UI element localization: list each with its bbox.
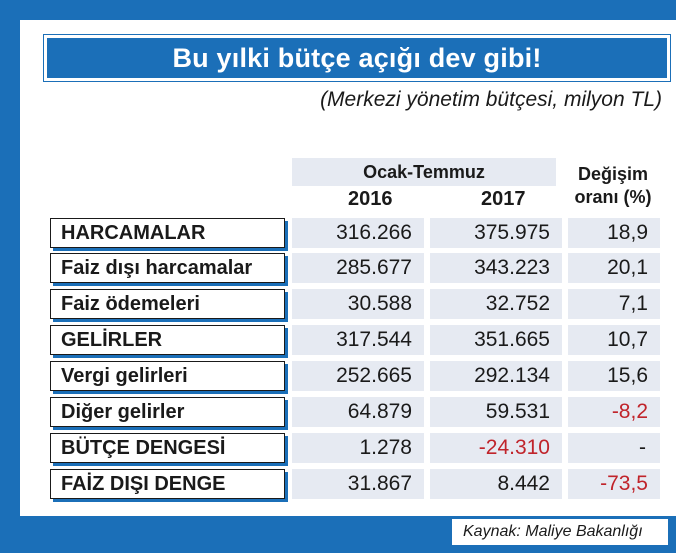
- value-2017: 375.975: [430, 218, 562, 248]
- page-subtitle: (Merkezi yönetim bütçesi, milyon TL): [320, 88, 662, 111]
- row-label: FAİZ DIŞI DENGE: [50, 469, 285, 499]
- change-header: Değişim oranı (%): [568, 163, 658, 209]
- row-label: GELİRLER: [50, 325, 285, 355]
- value-2017: 59.531: [430, 397, 562, 427]
- value-2017: 343.223: [430, 253, 562, 283]
- change-value: -: [568, 433, 660, 463]
- change-value: 7,1: [568, 289, 660, 319]
- value-2017: 32.752: [430, 289, 562, 319]
- change-value: -8,2: [568, 397, 660, 427]
- title-banner: Bu yılki bütçe açığı dev gibi!: [43, 34, 671, 82]
- change-value: 15,6: [568, 361, 660, 391]
- value-2017: 292.134: [430, 361, 562, 391]
- value-2017: 8.442: [430, 469, 562, 499]
- period-header: Ocak-Temmuz: [292, 158, 556, 186]
- row-label: Faiz ödemeleri: [50, 289, 285, 319]
- page-title: Bu yılki bütçe açığı dev gibi!: [172, 42, 542, 73]
- change-header-line2: oranı (%): [574, 187, 652, 207]
- row-label: Diğer gelirler: [50, 397, 285, 427]
- value-2016: 30.588: [292, 289, 424, 319]
- change-value: -73,5: [568, 469, 660, 499]
- year-2016-header: 2016: [348, 188, 393, 210]
- value-2016: 1.278: [292, 433, 424, 463]
- value-2016: 316.266: [292, 218, 424, 248]
- value-2016: 31.867: [292, 469, 424, 499]
- value-2016: 64.879: [292, 397, 424, 427]
- row-label: BÜTÇE DENGESİ: [50, 433, 285, 463]
- value-2017: -24.310: [430, 433, 562, 463]
- year-2017-header: 2017: [481, 188, 526, 210]
- value-2016: 317.544: [292, 325, 424, 355]
- change-value: 10,7: [568, 325, 660, 355]
- row-label: Faiz dışı harcamalar: [50, 253, 285, 283]
- change-value: 20,1: [568, 253, 660, 283]
- value-2016: 285.677: [292, 253, 424, 283]
- change-header-line1: Değişim: [577, 164, 649, 184]
- change-value: 18,9: [568, 218, 660, 248]
- value-2017: 351.665: [430, 325, 562, 355]
- value-2016: 252.665: [292, 361, 424, 391]
- row-label: Vergi gelirleri: [50, 361, 285, 391]
- source-note: Kaynak: Maliye Bakanlığı: [457, 523, 649, 541]
- row-label: HARCAMALAR: [50, 218, 285, 248]
